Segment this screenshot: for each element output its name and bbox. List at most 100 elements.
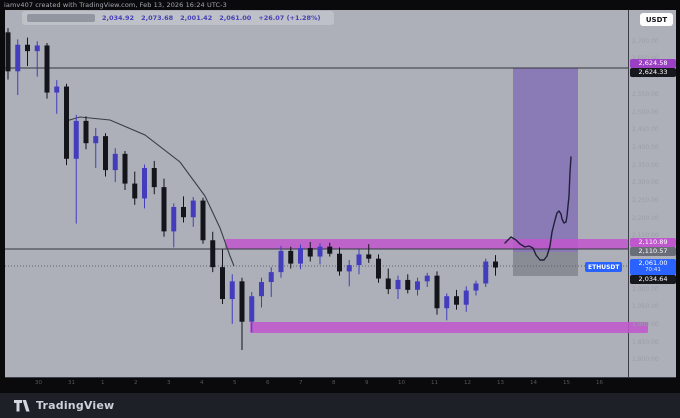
projection-box-zone <box>513 68 578 252</box>
candle-body <box>385 278 391 290</box>
candle-body <box>239 281 245 322</box>
chart-plot-area[interactable] <box>5 10 676 377</box>
current-price-label: 2,061.00 70:41 <box>630 259 676 275</box>
time-tick-label: 1 <box>101 380 105 386</box>
time-tick-label: 8 <box>332 380 336 386</box>
price-axis-separator <box>628 10 629 377</box>
price-tick-label: 1,800.00 <box>632 356 659 364</box>
price-tick-label: 2,500.00 <box>632 108 659 116</box>
candle-body <box>483 261 489 284</box>
candle-body <box>83 120 89 144</box>
price-tick-label: 2,550.00 <box>632 90 659 98</box>
candle-body <box>34 45 40 52</box>
time-tick-label: 3 <box>167 380 171 386</box>
time-tick-label: 9 <box>365 380 369 386</box>
price-tick-label: 2,200.00 <box>632 214 659 222</box>
candle-body <box>376 258 381 279</box>
candle-body <box>463 290 469 305</box>
time-tick-label: 15 <box>563 380 570 386</box>
candle-body <box>73 120 79 159</box>
candle-body <box>278 250 284 273</box>
candle-body <box>424 275 430 282</box>
ohlc-open: 2,034.92 <box>102 14 135 22</box>
symbol-name-blurred <box>27 14 95 22</box>
candle-body <box>210 240 216 268</box>
tradingview-logo-icon <box>14 399 30 412</box>
candle-body <box>151 167 157 188</box>
time-axis-separator <box>5 377 676 378</box>
parabolic-arc-drawing <box>65 116 235 267</box>
candle-body <box>415 281 420 290</box>
candle-body <box>307 248 313 257</box>
candle-body <box>15 44 21 72</box>
currency-toggle-button[interactable]: USDT <box>640 13 673 26</box>
candle-body <box>288 250 294 264</box>
time-tick-label: 4 <box>200 380 204 386</box>
ohlc-close: 2,061.00 <box>219 14 252 22</box>
candle-body <box>171 206 177 232</box>
price-tick-label: 2,000.00 <box>632 285 659 293</box>
drawing-zones <box>225 68 628 276</box>
footer-bar: TradingView <box>0 393 680 418</box>
horizontal-lines <box>5 67 628 267</box>
candle-body <box>54 86 60 93</box>
ohlc-readout: 2,034.92 2,073.68 2,001.42 2,061.00 +26.07 (… <box>102 14 328 22</box>
time-tick-label: 30 <box>35 380 42 386</box>
price-tick-label: 2,300.00 <box>632 179 659 187</box>
candle-body <box>161 187 167 232</box>
candle-body <box>356 254 362 266</box>
price-projection-path <box>504 156 572 261</box>
time-tick-label: 13 <box>497 380 504 386</box>
symbol-price-tag: ETHUSDT <box>585 262 623 272</box>
candle-body <box>395 279 401 290</box>
candle-body <box>268 272 274 283</box>
supply-band-zone <box>225 239 628 249</box>
price-tick-label: 2,650.00 <box>632 55 659 62</box>
candle-body <box>132 183 138 199</box>
candle-body <box>493 261 498 268</box>
ohlc-low: 2,001.42 <box>180 14 213 22</box>
price-tick-label: 2,350.00 <box>632 161 659 169</box>
price-tick-label: 2,400.00 <box>632 143 659 151</box>
price-tick-label: 2,250.00 <box>632 197 659 205</box>
time-tick-label: 2 <box>134 380 138 386</box>
demand-band-zone <box>250 322 648 333</box>
candle-body <box>346 265 352 272</box>
candle-body <box>229 281 235 300</box>
candle-body <box>434 275 440 309</box>
price-tick-label: 1,900.00 <box>632 321 659 329</box>
time-tick-label: 16 <box>596 380 603 386</box>
candle-body <box>142 167 147 199</box>
candle-body <box>337 253 342 272</box>
candle-body <box>112 153 118 171</box>
candle-body <box>317 246 323 257</box>
time-tick-label: 31 <box>68 380 75 386</box>
price-marker-purple: 2,624.58 <box>630 59 676 68</box>
candle-body <box>181 206 186 218</box>
demand-band-layer <box>250 322 648 333</box>
price-tick-label: 2,450.00 <box>632 126 659 134</box>
time-tick-label: 6 <box>266 380 270 386</box>
candle-body <box>103 136 108 171</box>
candle-body <box>190 200 196 218</box>
candle-body <box>25 44 30 52</box>
time-tick-label: 14 <box>530 380 537 386</box>
parabolic-curve <box>65 116 235 267</box>
candle-body <box>93 136 99 144</box>
price-marker-black: 2,034.64 <box>630 275 676 284</box>
price-marker-gray: 2,110.57 <box>630 247 676 256</box>
chart-legend-strip <box>22 11 334 25</box>
time-tick-label: 5 <box>233 380 237 386</box>
candle-body <box>259 282 264 297</box>
candle-body <box>366 254 372 259</box>
candle-body <box>444 296 450 309</box>
stop-box-zone <box>513 252 578 276</box>
price-marker-black: 2,624.33 <box>630 68 676 77</box>
candle-body <box>405 279 411 290</box>
candle-body <box>327 246 333 254</box>
attribution-text: iamv407 created with TradingView.com, Fe… <box>4 1 227 9</box>
price-tick-label: 2,700.00 <box>632 37 659 45</box>
candle-body <box>5 32 11 72</box>
